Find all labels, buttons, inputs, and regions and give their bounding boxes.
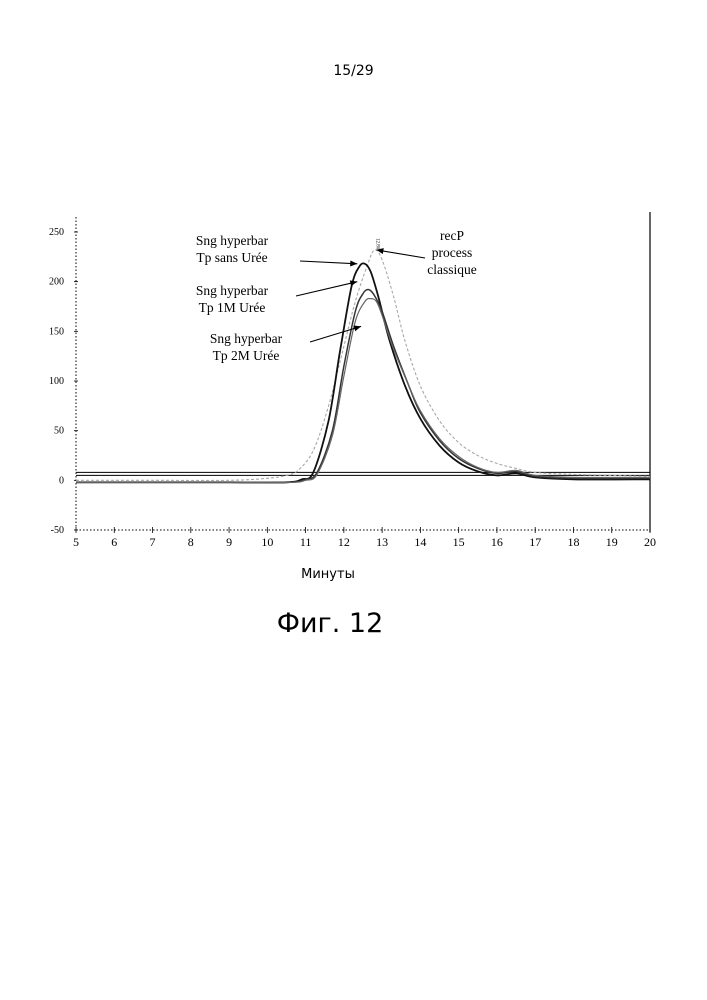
annotation-text-line: Sng hyperbar [196, 233, 269, 248]
peak-marker-label: 12.80 [374, 238, 379, 250]
x-tick-label: 5 [73, 535, 79, 549]
chart-ticks: 250 200 150 100 50 0 -50 5 6 7 8 9 10 11 12 13 14 15 16 17 1… [49, 227, 656, 549]
x-tick-label: 9 [226, 535, 232, 549]
annotation-arrow-line [310, 326, 361, 342]
x-tick-label: 17 [529, 535, 541, 549]
series-line-3 [76, 290, 650, 483]
y-tick-label: 200 [49, 277, 64, 288]
annotation-arrow-line [296, 282, 357, 296]
x-tick-label: 20 [644, 535, 656, 549]
annotation-2: Sng hyperbar Tp 1M Urée [196, 280, 357, 315]
annotation-arrow-line [300, 261, 357, 264]
y-tick-label: 0 [59, 475, 64, 486]
x-tick-label: 8 [188, 535, 194, 549]
annotation-1: Sng hyperbar Tp sans Urée [196, 233, 357, 266]
x-tick-label: 14 [414, 535, 426, 549]
annotation-text-line: Tp 1M Urée [199, 300, 266, 315]
y-tick-label: 250 [49, 227, 64, 238]
annotation-text-line: Tp 2M Urée [213, 348, 280, 363]
x-tick-label: 12 [338, 535, 350, 549]
annotation-4: recP process classique [376, 228, 476, 277]
x-tick-label: 6 [111, 535, 117, 549]
x-tick-label: 13 [376, 535, 388, 549]
y-tick-label: 100 [49, 376, 64, 387]
x-tick-label: 19 [606, 535, 618, 549]
series-line-4 [76, 299, 650, 483]
annotation-text-line: recP [440, 228, 464, 243]
chart-series [76, 250, 650, 483]
annotation-arrow-line [376, 250, 425, 258]
x-tick-label: 15 [453, 535, 465, 549]
figure-caption: Фиг. 12 [0, 608, 660, 639]
chart-axes [76, 212, 650, 532]
series-line-1 [76, 250, 650, 481]
x-axis-label: Минуты [301, 567, 355, 582]
annotation-text-line: Tp sans Urée [196, 250, 267, 265]
series-line-2 [76, 263, 650, 482]
chart-annotations: Sng hyperbar Tp sans Urée Sng hyperbar Tp 1… [196, 228, 477, 363]
y-tick-label: 50 [54, 426, 64, 437]
x-tick-label: 16 [491, 535, 503, 549]
annotation-text-line: classique [427, 262, 477, 277]
x-tick-label: 7 [150, 535, 156, 549]
x-tick-label: 18 [567, 535, 579, 549]
annotation-text-line: Sng hyperbar [210, 331, 283, 346]
annotation-arrowhead [354, 326, 362, 332]
y-tick-label: -50 [51, 525, 64, 536]
x-tick-label: 11 [300, 535, 312, 549]
annotation-arrowhead [350, 260, 357, 266]
x-tick-label: 10 [261, 535, 273, 549]
y-tick-label: 150 [49, 326, 64, 337]
annotation-text-line: Sng hyperbar [196, 283, 269, 298]
annotation-text-line: process [432, 245, 473, 260]
